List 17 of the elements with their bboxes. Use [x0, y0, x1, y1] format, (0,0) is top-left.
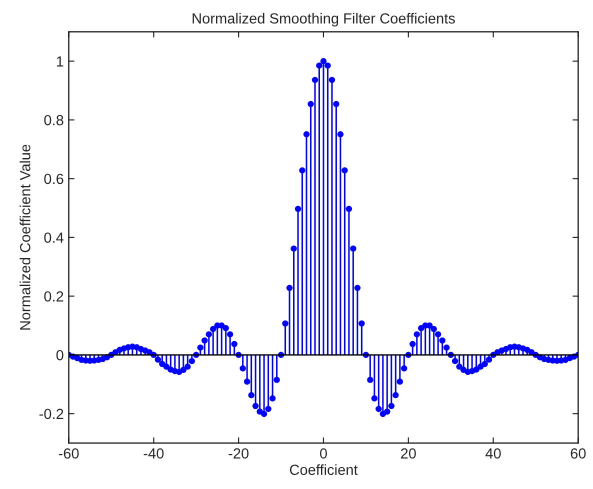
x-tick-label: 60 — [570, 448, 586, 459]
y-tick-label: -0.2 — [39, 408, 64, 420]
x-tick-label: 20 — [401, 448, 416, 459]
x-tick-label: 0 — [320, 448, 327, 459]
x-tick-label: -40 — [144, 448, 164, 459]
x-tick-label: 40 — [486, 448, 501, 459]
chart-title: Normalized Smoothing Filter Coefficients — [192, 12, 455, 26]
y-tick-label: 0.4 — [44, 232, 64, 243]
y-axis-title: Normalized Coefficient Value — [20, 144, 30, 330]
y-tick-label: 0.6 — [44, 174, 64, 184]
x-axis-title: Coefficient — [290, 464, 358, 475]
y-tick-label: 1 — [56, 56, 64, 66]
y-tick-label: 0.2 — [44, 291, 64, 302]
x-tick-label: -60 — [58, 448, 79, 459]
x-tick-label: -20 — [228, 448, 249, 459]
y-tick-label: 0.8 — [44, 115, 64, 126]
y-tick-label: 0 — [56, 350, 64, 360]
